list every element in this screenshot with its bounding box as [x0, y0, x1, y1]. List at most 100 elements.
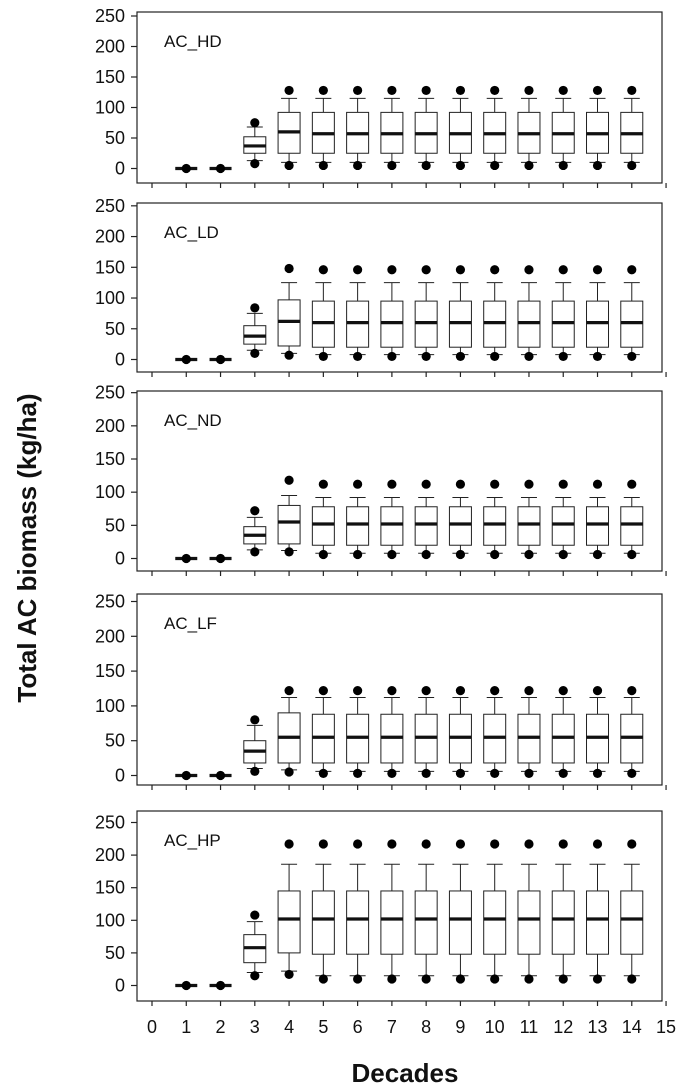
panel-label: AC_HP [164, 831, 221, 850]
box-decade-8 [414, 479, 438, 560]
outlier-point [558, 479, 568, 489]
outlier-point [592, 85, 603, 96]
outlier-point [353, 549, 363, 560]
outlier-point [558, 839, 568, 849]
panel-ac-ld: 0 50 100 150 200 250 AC_LD [95, 196, 667, 377]
iqr-box [414, 506, 438, 546]
outlier-point [592, 768, 603, 779]
outlier-point [387, 974, 397, 984]
box-decade-8 [414, 685, 438, 779]
outlier-point [421, 160, 431, 171]
x-tick-label: 15 [656, 1017, 676, 1037]
outlier-point [250, 766, 260, 776]
outlier-point [318, 351, 328, 362]
outlier-point [627, 160, 637, 171]
outlier-point [387, 160, 397, 171]
box-decade-5 [311, 685, 335, 779]
outlier-point [387, 351, 397, 362]
outlier-point [387, 85, 397, 96]
outlier-point [524, 479, 534, 489]
outlier-point [455, 160, 466, 171]
outlier-point [592, 479, 603, 489]
outlier-point [455, 265, 466, 275]
box-decade-11 [517, 685, 541, 779]
outlier-point [421, 974, 431, 984]
box-decade-6 [346, 479, 370, 560]
outlier-point [524, 85, 534, 96]
box-decade-5 [311, 85, 335, 171]
outlier-point [558, 685, 568, 696]
box-decade-7 [380, 479, 404, 560]
x-tick-label: 14 [622, 1017, 642, 1037]
panel-label: AC_LF [164, 614, 217, 633]
x-tick-label: 0 [147, 1017, 157, 1037]
outlier-point [558, 160, 568, 171]
y-tick-label: 0 [115, 159, 125, 179]
iqr-box [551, 506, 575, 546]
panel-ac-hd: 0 50 100 150 200 250 AC_HD [95, 6, 667, 188]
outlier-point [250, 159, 260, 169]
outlier-point [524, 549, 534, 560]
outlier-point [318, 265, 328, 275]
outlier-point [592, 351, 603, 362]
box-decade-7 [380, 85, 404, 171]
box-decade-10 [483, 839, 507, 984]
outlier-point [284, 263, 294, 274]
outlier-point [490, 549, 500, 560]
outlier-point [490, 351, 500, 362]
outlier-point [524, 685, 534, 696]
outlier-point [387, 839, 397, 849]
outlier-point [421, 85, 431, 96]
box-decade-6 [346, 839, 370, 984]
outlier-point [250, 715, 260, 725]
outlier-point [455, 768, 466, 779]
outlier-point [353, 685, 363, 696]
box-decade-2 [209, 354, 232, 365]
outlier-point [627, 85, 637, 96]
y-tick-label: 150 [95, 661, 125, 681]
y-tick-label: 150 [95, 878, 125, 898]
y-tick-label: 200 [95, 37, 125, 57]
box-decade-4 [277, 685, 301, 777]
outlier-point [524, 839, 534, 849]
outlier-point [490, 479, 500, 489]
outlier-point [455, 85, 466, 96]
outlier-point [181, 770, 191, 781]
outlier-point [558, 85, 568, 96]
outlier-point [592, 685, 603, 696]
y-tick-label: 150 [95, 257, 125, 277]
outlier-point [284, 85, 294, 96]
iqr-box [586, 890, 610, 955]
y-tick-label: 50 [105, 731, 125, 751]
box-decade-7 [380, 265, 404, 362]
iqr-box [586, 506, 610, 546]
outlier-point [284, 350, 294, 360]
box-decade-7 [380, 685, 404, 779]
y-tick-label: 50 [105, 319, 125, 339]
x-tick-label: 12 [553, 1017, 573, 1037]
outlier-point [524, 160, 534, 171]
box-decade-12 [551, 265, 575, 362]
box-decade-4 [277, 475, 301, 557]
panel-ac-lf: 0 50 100 150 200 250 AC_LF [95, 592, 667, 790]
outlier-point [592, 160, 603, 171]
y-tick-label: 50 [105, 943, 125, 963]
x-tick-label: 5 [318, 1017, 328, 1037]
box-decade-1 [175, 553, 198, 564]
y-tick-label: 250 [95, 196, 125, 216]
outlier-point [250, 303, 260, 313]
outlier-point [558, 768, 568, 779]
panel-label: AC_LD [164, 223, 219, 242]
outlier-point [215, 770, 226, 781]
outlier-point [558, 974, 568, 984]
outlier-point [250, 547, 260, 557]
outlier-point [387, 479, 397, 489]
outlier-point [455, 479, 466, 489]
panel-ac-nd: 0 50 100 150 200 250 AC_ND [95, 383, 667, 576]
y-tick-label: 100 [95, 696, 125, 716]
panel-frame [136, 11, 663, 184]
iqr-box [517, 890, 541, 955]
box-decade-13 [586, 85, 610, 171]
outlier-point [353, 351, 363, 362]
iqr-box [277, 504, 301, 545]
